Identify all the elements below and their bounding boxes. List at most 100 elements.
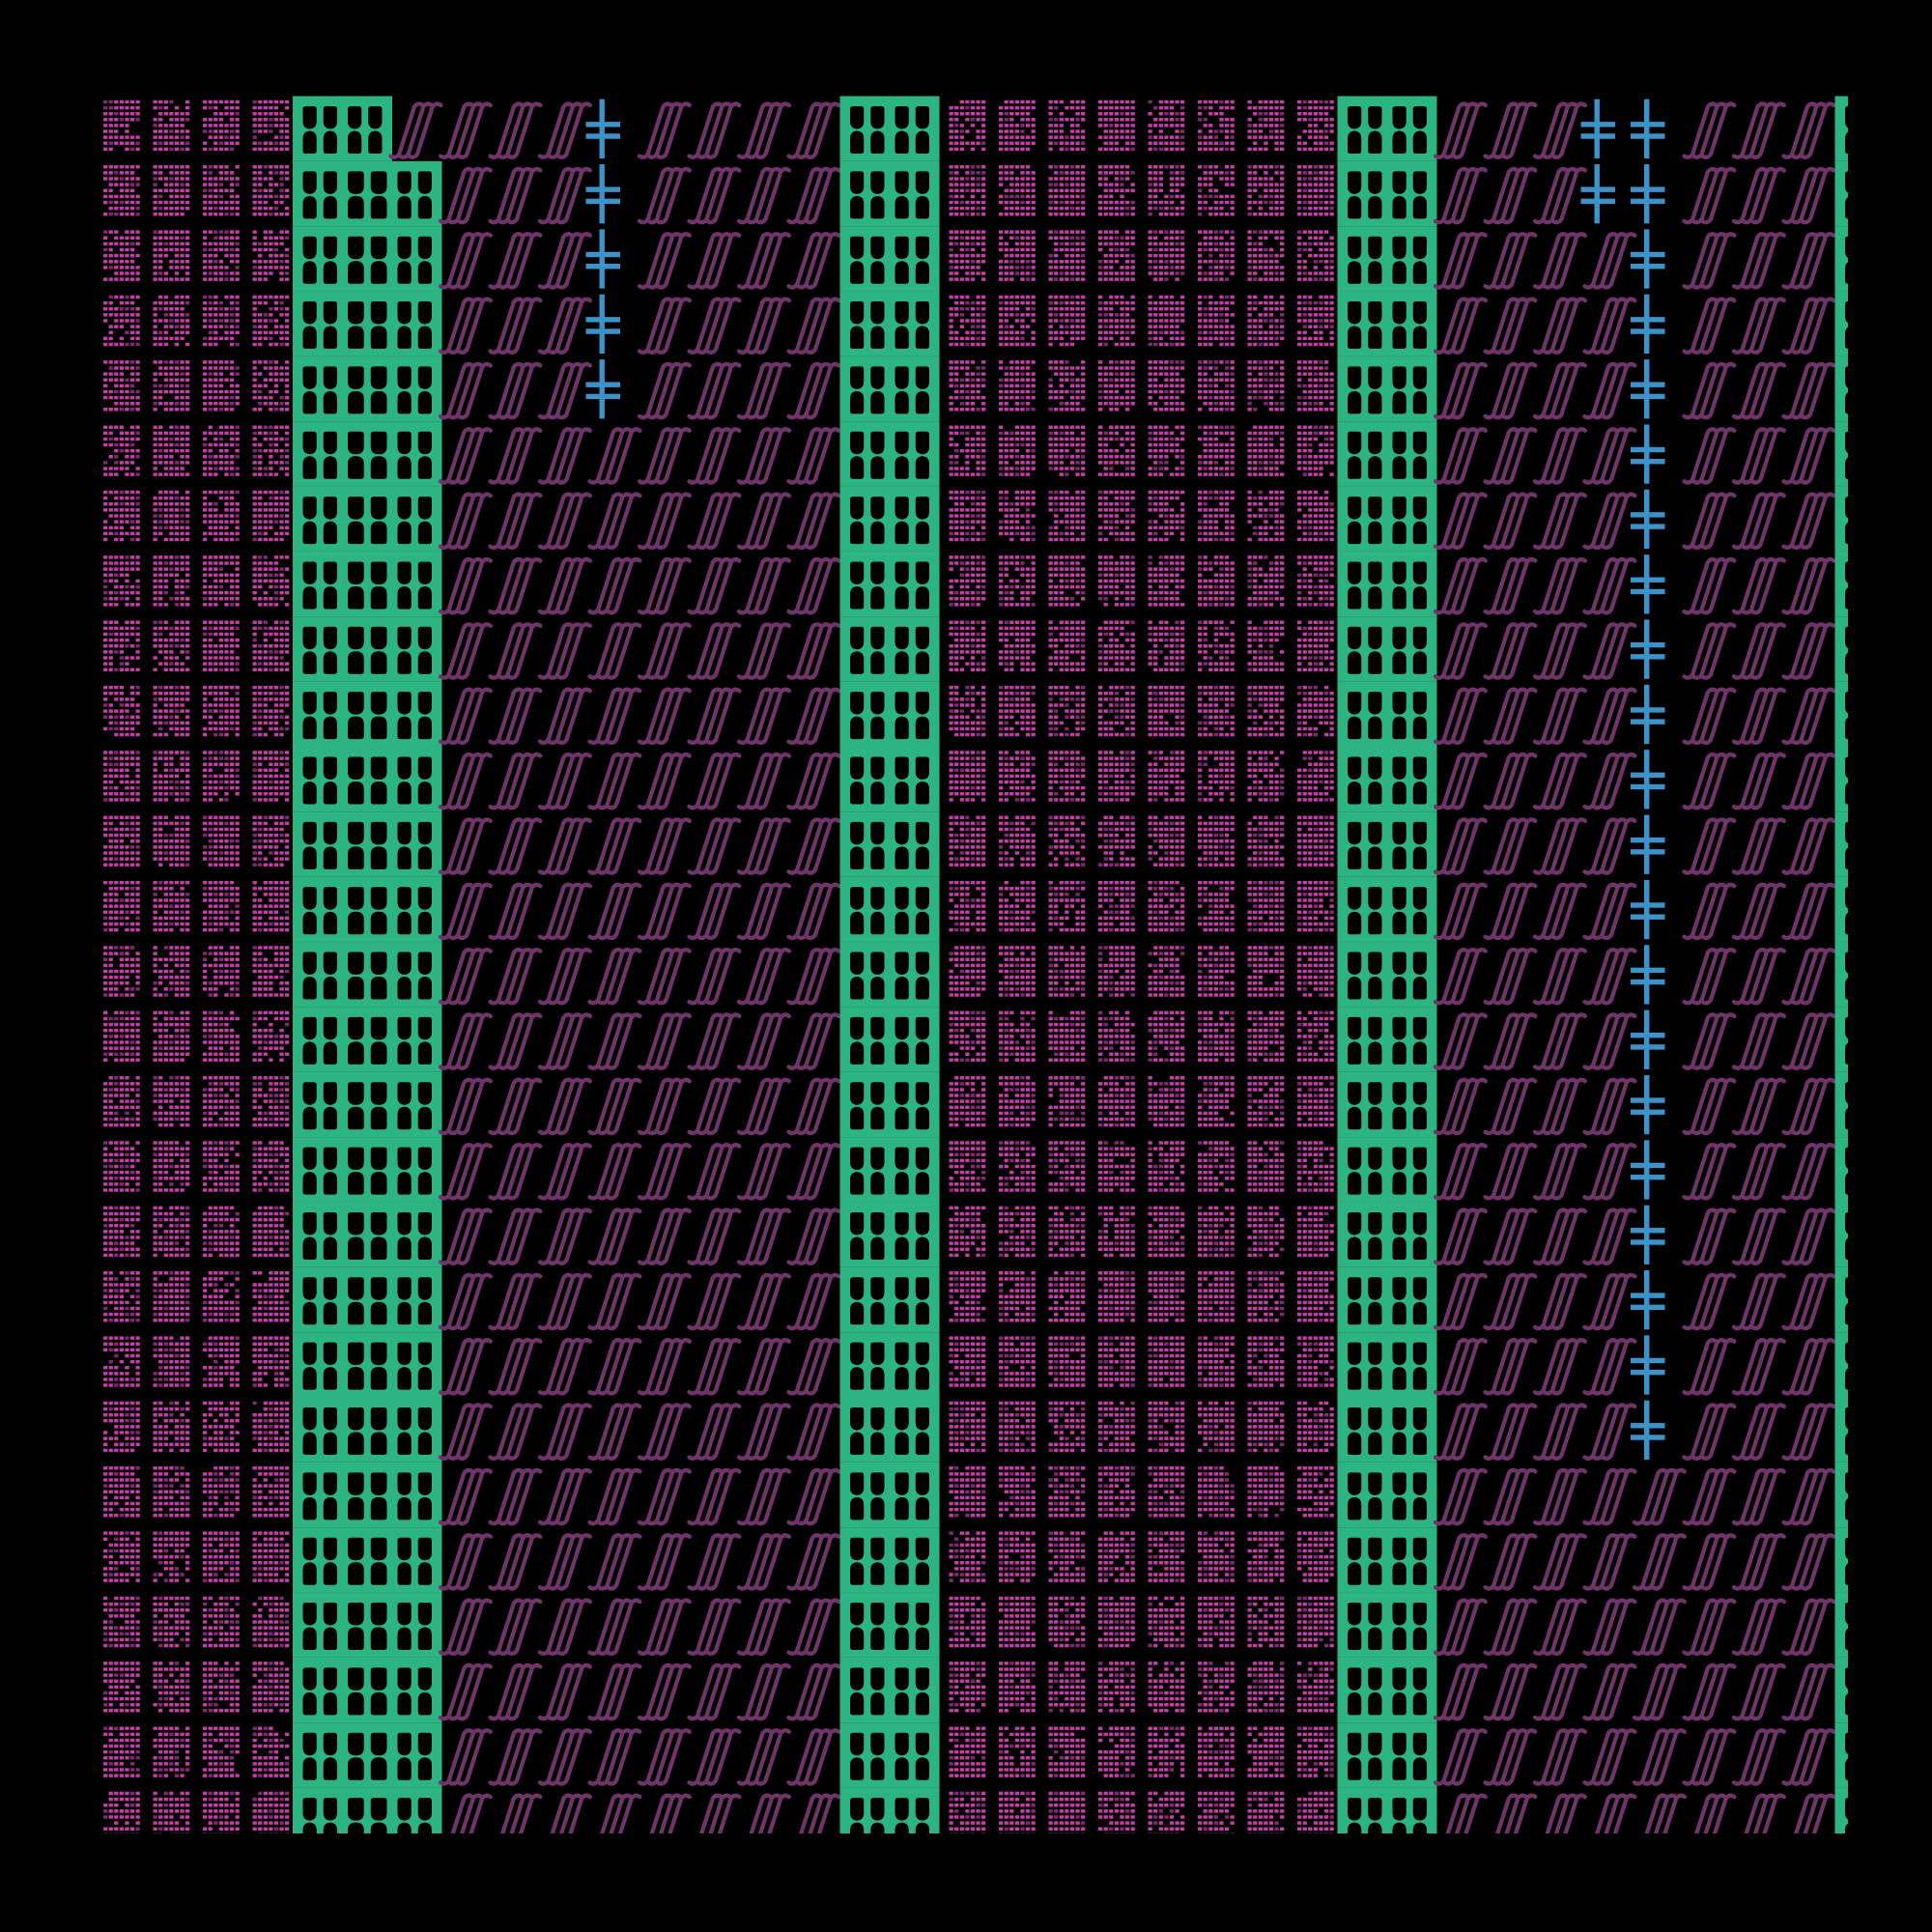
halftone-dots-cell bbox=[1048, 946, 1086, 997]
halftone-dots-cell bbox=[1247, 165, 1285, 216]
integral-strokes-cell bbox=[1731, 101, 1786, 159]
green-ibeam-cell bbox=[342, 1722, 392, 1788]
halftone-dots-cell bbox=[203, 99, 240, 152]
integral-strokes-cell bbox=[587, 427, 642, 485]
integral-strokes-cell bbox=[1433, 427, 1488, 485]
green-ibeam-cell bbox=[293, 1397, 343, 1463]
halftone-dots-cell bbox=[153, 1531, 190, 1582]
green-ibeam-cell bbox=[293, 811, 343, 877]
halftone-dots-cell bbox=[1198, 620, 1235, 671]
integral-strokes-cell bbox=[687, 492, 742, 551]
halftone-dots-cell bbox=[1198, 815, 1235, 867]
integral-strokes-cell bbox=[488, 101, 543, 159]
halftone-dots-cell bbox=[1048, 1141, 1086, 1192]
integral-strokes-cell bbox=[438, 232, 493, 290]
green-ibeam-cell bbox=[1337, 96, 1387, 161]
halftone-dots-cell bbox=[949, 1010, 986, 1063]
integral-strokes-cell bbox=[1682, 166, 1737, 225]
halftone-dots-cell bbox=[949, 555, 986, 607]
green-ibeam-cell bbox=[890, 1722, 940, 1788]
green-ibeam-cell bbox=[1387, 1007, 1437, 1072]
halftone-dots-cell bbox=[1198, 1401, 1235, 1453]
green-ibeam-cell bbox=[890, 1332, 940, 1398]
green-ibeam-cell bbox=[293, 1007, 343, 1072]
integral-strokes-cell bbox=[1781, 101, 1836, 159]
halftone-dots-cell bbox=[1098, 295, 1135, 347]
halftone-dots-cell bbox=[999, 1596, 1036, 1648]
integral-strokes-cell bbox=[1781, 297, 1836, 355]
green-ibeam-cell bbox=[890, 355, 940, 422]
halftone-dots-cell bbox=[1198, 555, 1235, 607]
integral-strokes-cell bbox=[1682, 361, 1737, 420]
green-ibeam-cell bbox=[293, 160, 343, 227]
green-ibeam-cell bbox=[342, 747, 392, 812]
halftone-dots-cell bbox=[1048, 165, 1086, 216]
halftone-dots-cell bbox=[153, 99, 190, 152]
green-ibeam-cell bbox=[890, 486, 940, 552]
halftone-dots-cell bbox=[999, 295, 1036, 347]
halftone-dots-cell bbox=[252, 620, 290, 671]
green-ibeam-cell bbox=[1387, 160, 1437, 227]
green-ibeam-cell bbox=[392, 1592, 442, 1658]
green-ibeam-cell bbox=[839, 96, 890, 161]
halftone-dots-cell bbox=[1048, 620, 1086, 671]
integral-strokes-cell bbox=[1433, 166, 1488, 225]
halftone-dots-cell bbox=[1297, 165, 1334, 216]
integral-strokes-cell bbox=[1433, 361, 1488, 420]
green-ibeam-cell bbox=[1834, 486, 1848, 552]
halftone-dots-cell bbox=[1198, 230, 1235, 281]
green-ibeam-cell bbox=[293, 1202, 343, 1267]
halftone-dots-cell bbox=[203, 165, 240, 216]
green-ibeam-cell bbox=[293, 747, 343, 812]
green-ibeam-cell bbox=[890, 1137, 940, 1203]
halftone-dots-cell bbox=[1247, 880, 1285, 932]
green-ibeam-cell bbox=[342, 421, 392, 487]
integral-strokes-cell bbox=[736, 101, 791, 159]
halftone-dots-cell bbox=[103, 295, 140, 347]
green-ibeam-cell bbox=[890, 876, 940, 943]
green-ibeam-cell bbox=[1834, 160, 1848, 227]
green-ibeam-cell bbox=[1337, 226, 1387, 292]
green-ibeam-cell bbox=[1387, 486, 1437, 552]
green-ibeam-cell bbox=[1834, 96, 1848, 161]
halftone-dots-cell bbox=[1247, 99, 1285, 152]
green-ibeam-cell bbox=[1387, 876, 1437, 943]
integral-strokes-cell bbox=[1582, 427, 1637, 485]
green-ibeam-cell bbox=[293, 1657, 343, 1723]
halftone-dots-cell bbox=[1098, 1596, 1135, 1648]
green-ibeam-cell bbox=[342, 1332, 392, 1398]
green-ibeam-cell bbox=[1337, 1462, 1387, 1528]
integral-strokes-cell bbox=[687, 166, 742, 225]
green-ibeam-cell bbox=[839, 616, 890, 682]
integral-strokes-cell bbox=[438, 556, 493, 615]
green-ibeam-cell bbox=[839, 486, 890, 552]
green-ibeam-cell bbox=[1834, 421, 1848, 487]
integral-strokes-cell bbox=[587, 556, 642, 615]
green-ibeam-cell bbox=[1834, 355, 1848, 422]
halftone-dots-cell bbox=[252, 685, 290, 737]
green-ibeam-cell bbox=[293, 1137, 343, 1203]
halftone-dots-cell bbox=[153, 230, 190, 281]
green-ibeam-cell bbox=[839, 1527, 890, 1593]
halftone-dots-cell bbox=[949, 880, 986, 932]
integral-strokes-cell bbox=[1483, 361, 1538, 420]
halftone-dots-cell bbox=[949, 99, 986, 152]
halftone-dots-cell bbox=[949, 490, 986, 542]
green-ibeam-cell bbox=[839, 942, 890, 1008]
integral-strokes-cell bbox=[637, 101, 692, 159]
green-ibeam-cell bbox=[392, 681, 442, 747]
integral-strokes-cell bbox=[488, 361, 543, 420]
integral-strokes-cell bbox=[537, 556, 592, 615]
halftone-dots-cell bbox=[1148, 360, 1185, 412]
green-ibeam-cell bbox=[293, 876, 343, 943]
green-ibeam-cell bbox=[1387, 1527, 1437, 1593]
halftone-dots-cell bbox=[1297, 815, 1334, 867]
green-ibeam-cell bbox=[839, 1657, 890, 1723]
blue-cross-cell bbox=[1631, 489, 1665, 550]
green-ibeam-cell bbox=[1387, 1657, 1437, 1723]
integral-strokes-cell bbox=[537, 297, 592, 355]
blue-cross-cell bbox=[585, 164, 620, 224]
integral-strokes-cell bbox=[537, 101, 592, 159]
green-ibeam-cell bbox=[890, 1657, 940, 1723]
green-ibeam-cell bbox=[1337, 160, 1387, 227]
